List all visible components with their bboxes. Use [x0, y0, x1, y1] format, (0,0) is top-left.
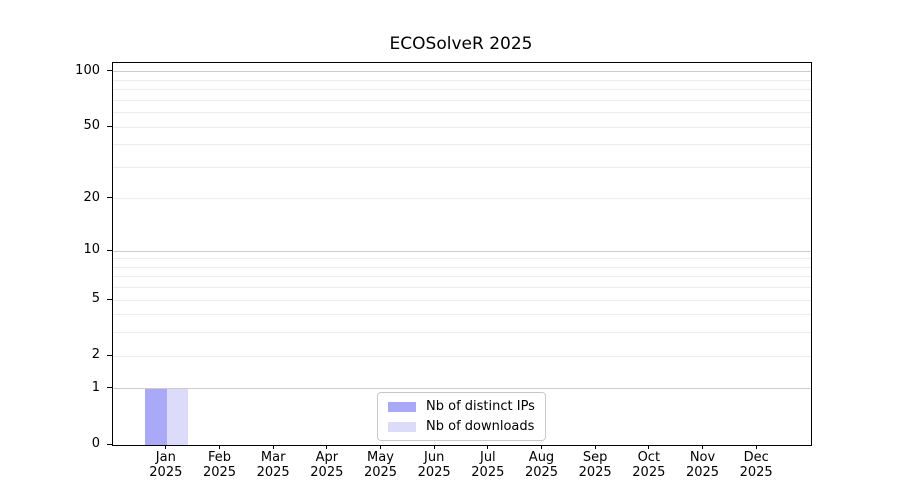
x-tick-label: Aug 2025: [524, 450, 559, 480]
x-tick-label: Feb 2025: [202, 450, 237, 480]
x-tick-mark: [380, 445, 381, 449]
gridline-minor: [113, 299, 811, 301]
gridline-minor: [113, 355, 811, 357]
legend-row-downloads: Nb of downloads: [388, 418, 535, 435]
x-tick-label: Jul 2025: [471, 450, 505, 480]
y-tick-label: 0: [91, 436, 100, 451]
gridline-minor: [113, 266, 811, 268]
y-tick-label: 5: [91, 291, 100, 307]
gridline-minor: [113, 198, 811, 200]
y-tick-label: 50: [83, 118, 100, 134]
x-tick-mark: [755, 445, 757, 449]
y-tick-mark: [107, 298, 112, 300]
y-tick-mark: [107, 249, 112, 251]
x-tick-mark: [433, 445, 435, 449]
gridline-minor: [113, 89, 811, 91]
y-tick-label: 10: [83, 242, 100, 258]
legend-label-distinct-ips: Nb of distinct IPs: [426, 399, 535, 414]
x-tick-label: Oct 2025: [632, 450, 666, 480]
y-tick-mark: [107, 443, 112, 445]
legend-label-downloads: Nb of downloads: [426, 419, 535, 434]
legend: Nb of distinct IPs Nb of downloads: [377, 392, 546, 441]
gridline-minor: [113, 112, 811, 114]
gridline-minor: [113, 99, 811, 101]
x-tick-label: Apr 2025: [310, 450, 344, 480]
x-tick-mark: [487, 445, 489, 449]
gridline-minor: [113, 79, 811, 81]
x-tick-mark: [326, 445, 328, 449]
gridline-minor: [113, 287, 811, 289]
y-tick-label: 1: [91, 379, 100, 395]
legend-row-distinct-ips: Nb of distinct IPs: [388, 398, 535, 415]
gridline-major: [113, 71, 811, 73]
y-tick-label: 2: [91, 347, 100, 363]
y-tick-label: 20: [83, 189, 100, 205]
y-tick-mark: [107, 70, 112, 72]
gridline-minor: [113, 314, 811, 316]
x-tick-mark: [165, 445, 167, 449]
gridline-minor: [113, 276, 811, 278]
x-tick-label: May 2025: [363, 450, 398, 480]
gridline-minor: [113, 332, 811, 334]
x-tick-label: Mar 2025: [256, 450, 290, 480]
x-tick-mark: [594, 445, 596, 449]
y-tick-label: 100: [75, 62, 100, 78]
x-tick-mark: [219, 445, 220, 449]
gridline-minor: [113, 144, 811, 146]
x-tick-label: Nov 2025: [685, 450, 720, 480]
gridline-minor: [113, 258, 811, 260]
gridline-major: [113, 388, 811, 390]
chart-title: ECOSolveR 2025: [389, 34, 533, 54]
legend-swatch-downloads: [388, 421, 416, 432]
plot-area: [112, 62, 812, 446]
x-tick-mark: [648, 445, 650, 449]
x-tick-mark: [541, 445, 542, 449]
legend-swatch-distinct-ips: [388, 401, 416, 412]
gridline-minor: [113, 166, 811, 168]
y-tick-mark: [107, 354, 112, 356]
x-tick-mark: [702, 445, 703, 449]
y-tick-mark: [107, 125, 112, 127]
x-tick-label: Jan 2025: [149, 450, 183, 480]
bar-jan-series0: [145, 388, 167, 445]
gridline-major: [113, 250, 811, 252]
y-tick-mark: [107, 387, 112, 389]
bar-jan-series1: [166, 388, 189, 445]
gridline-minor: [113, 126, 811, 128]
x-tick-label: Jun 2025: [417, 450, 451, 480]
x-tick-label: Dec 2025: [739, 450, 773, 480]
x-tick-label: Sep 2025: [578, 450, 612, 480]
x-tick-mark: [272, 445, 274, 449]
y-tick-mark: [107, 197, 112, 199]
